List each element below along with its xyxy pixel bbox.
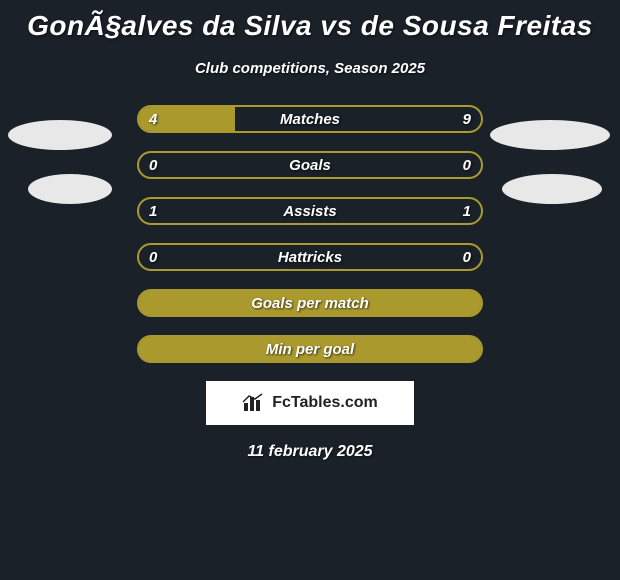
stat-label: Matches: [139, 107, 481, 131]
player-badge-left2: [28, 174, 112, 204]
stat-row-goals: 00Goals: [137, 151, 483, 179]
stat-label: Goals per match: [139, 291, 481, 315]
subtitle: Club competitions, Season 2025: [0, 60, 620, 77]
brand-text: FcTables.com: [272, 394, 378, 412]
stat-label: Min per goal: [139, 337, 481, 361]
stat-row-matches: 49Matches: [137, 105, 483, 133]
stat-row-min-per-goal: Min per goal: [137, 335, 483, 363]
bar-chart-icon: [242, 393, 266, 413]
stat-label: Hattricks: [139, 245, 481, 269]
stat-label: Assists: [139, 199, 481, 223]
brand-badge[interactable]: FcTables.com: [206, 381, 414, 425]
stat-row-assists: 11Assists: [137, 197, 483, 225]
stat-row-hattricks: 00Hattricks: [137, 243, 483, 271]
page-title: GonÃ§alves da Silva vs de Sousa Freitas: [0, 0, 620, 42]
stat-row-goals-per-match: Goals per match: [137, 289, 483, 317]
stat-label: Goals: [139, 153, 481, 177]
player-badge-right1: [490, 120, 610, 150]
comparison-chart: 49Matches 00Goals 11Assists 00Hattricks Goal…: [0, 105, 620, 363]
player-badge-right2: [502, 174, 602, 204]
player-badge-left1: [8, 120, 112, 150]
date-text: 11 february 2025: [0, 443, 620, 461]
